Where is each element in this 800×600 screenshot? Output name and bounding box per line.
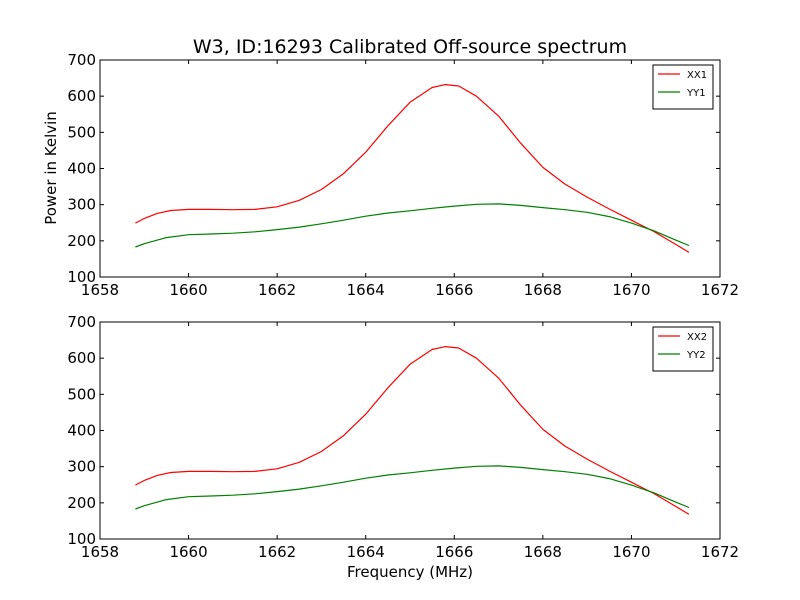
top-legend-label-yy1: YY1 xyxy=(686,88,706,99)
top-plot-panel: 1658 1660 1662 1664 1666 1668 1670 1672 100 200 30… xyxy=(67,51,739,299)
chart-title: W3, ID:16293 Calibrated Off-source spect… xyxy=(193,36,627,58)
top-series-line-yy1 xyxy=(135,203,690,248)
top-series-line-xx1 xyxy=(135,83,690,253)
bottom-series-line-yy2 xyxy=(135,465,690,510)
bottom-x-tick-label: 1666 xyxy=(435,543,473,561)
top-y-tick-label: 500 xyxy=(67,123,96,141)
top-x-tick-label: 1670 xyxy=(612,281,650,299)
bottom-plot-panel: 1658 1660 1662 1664 1666 1668 1670 1672 100 200 30… xyxy=(67,313,739,561)
bottom-legend-label-xx2: XX2 xyxy=(687,332,707,343)
bottom-x-tick-label: 1662 xyxy=(258,543,296,561)
top-x-tick-label: 1666 xyxy=(435,281,473,299)
top-x-tick-label: 1658 xyxy=(81,281,119,299)
top-y-tick-label: 100 xyxy=(67,268,96,286)
bottom-legend-box xyxy=(652,326,714,372)
bottom-x-tick-label: 1668 xyxy=(524,543,562,561)
bottom-x-tick-label: 1658 xyxy=(81,543,119,561)
bottom-legend-label-yy2: YY2 xyxy=(686,350,706,361)
bottom-y-tick-label: 100 xyxy=(67,530,96,548)
bottom-series-line-xx2 xyxy=(135,346,690,515)
top-x-tick-label: 1664 xyxy=(347,281,385,299)
bottom-y-tick-label: 200 xyxy=(67,494,96,512)
top-y-tick-label: 300 xyxy=(67,196,96,214)
top-x-tick-label: 1672 xyxy=(701,281,739,299)
top-y-tick-label: 200 xyxy=(67,232,96,250)
bottom-x-tick-label: 1672 xyxy=(701,543,739,561)
top-legend-label-xx1: XX1 xyxy=(687,70,707,81)
bottom-y-tick-label: 400 xyxy=(67,422,96,440)
bottom-x-tick-label: 1660 xyxy=(169,543,207,561)
top-y-tick-label: 700 xyxy=(67,51,96,69)
bottom-y-tick-label: 700 xyxy=(67,313,96,331)
bottom-y-tick-label: 500 xyxy=(67,385,96,403)
bottom-y-tick-label: 600 xyxy=(67,349,96,367)
bottom-legend: XX2 YY2 xyxy=(652,326,714,372)
y-axis-label: Power in Kelvin xyxy=(42,111,60,225)
bottom-y-tick-label: 300 xyxy=(67,458,96,476)
top-legend: XX1 YY1 xyxy=(652,64,714,110)
top-legend-box xyxy=(652,64,714,110)
top-x-tick-label: 1668 xyxy=(524,281,562,299)
bottom-x-tick-label: 1664 xyxy=(347,543,385,561)
bottom-x-tick-label: 1670 xyxy=(612,543,650,561)
x-axis-label: Frequency (MHz) xyxy=(347,563,473,581)
top-x-tick-label: 1662 xyxy=(258,281,296,299)
top-y-tick-label: 400 xyxy=(67,160,96,178)
top-y-tick-label: 600 xyxy=(67,87,96,105)
top-x-tick-label: 1660 xyxy=(169,281,207,299)
